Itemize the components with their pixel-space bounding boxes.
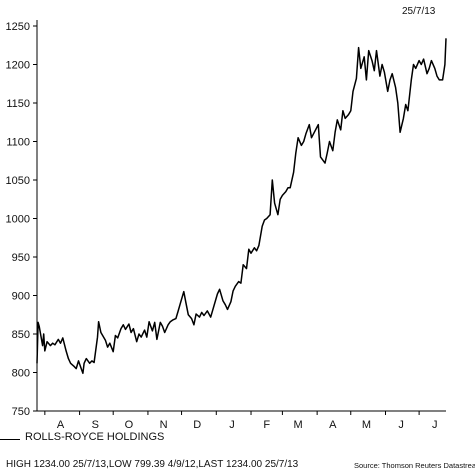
y-tick-label: 1000	[6, 214, 30, 226]
y-tick-label: 1100	[6, 137, 30, 149]
y-tick-label: 950	[12, 252, 30, 264]
y-tick-label: 900	[12, 291, 30, 303]
series-line	[36, 38, 447, 375]
x-tick-label: A	[57, 419, 65, 431]
x-tick-label: M	[294, 419, 303, 431]
x-tick-label: D	[193, 419, 201, 431]
legend-line-swatch	[0, 439, 20, 440]
legend-series-label: ROLLS-ROYCE HOLDINGS	[25, 431, 165, 443]
x-tick-label: J	[398, 419, 404, 431]
x-tick-label: O	[125, 419, 134, 431]
source-label: Source: Thomson Reuters Datastream	[354, 461, 475, 470]
y-tick-label: 800	[12, 368, 30, 380]
y-tick-label: 1150	[6, 98, 30, 110]
x-tick-label: F	[263, 419, 270, 431]
y-tick-label: 1050	[6, 175, 30, 187]
y-tick-label: 1200	[6, 60, 30, 72]
x-tick-label: S	[92, 419, 99, 431]
y-tick-label: 850	[12, 329, 30, 341]
x-tick-label: J	[432, 419, 438, 431]
chart-date-label: 25/7/13	[402, 6, 436, 17]
x-tick-label: M	[362, 419, 371, 431]
x-tick-label: A	[329, 419, 337, 431]
y-tick-label: 750	[12, 406, 30, 418]
price-stats-label: HIGH 1234.00 25/7/13,LOW 799.39 4/9/12,L…	[6, 459, 299, 470]
y-tick-label: 1250	[6, 21, 30, 33]
x-tick-label: N	[160, 419, 168, 431]
series-layer	[36, 38, 447, 375]
x-tick-label: J	[229, 419, 235, 431]
y-axis: 750 800 850 900 950 1000 1050 1100 1150 1200 1250	[6, 20, 38, 418]
